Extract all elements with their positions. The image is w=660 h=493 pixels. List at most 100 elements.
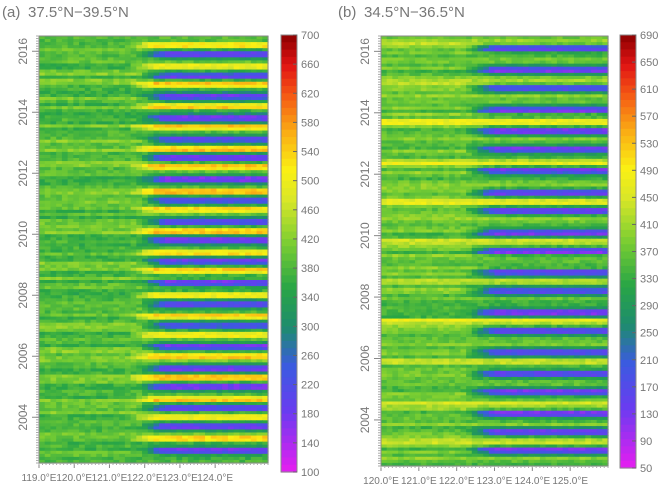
heatmap-cell [205,319,212,324]
heatmap-cell [61,212,69,217]
heatmap-cell [56,228,63,232]
heatmap-cell [159,191,166,196]
heatmap-cell [79,42,86,46]
heatmap-cell [61,203,69,208]
heatmap-cell [210,97,218,101]
heatmap-cell [205,45,212,49]
heatmap-cell [227,78,235,83]
panel-a: (a) 37.5°N−39.5°N 119.0°E 120.0°E 121.0°E 1… [2,4,319,484]
heatmap-cell [176,295,183,299]
heatmap-cell [205,78,212,83]
heatmap-cell [136,206,143,211]
heatmap-cell [193,231,200,235]
heatmap-cell [147,164,155,168]
heatmap-cell [262,106,269,110]
heatmap-cell [73,280,80,284]
heatmap-cell [50,273,57,278]
heatmap-cell [142,243,149,248]
heatmap-cell [227,307,235,312]
heatmap-cell [50,78,57,83]
heatmap-cell [159,130,166,135]
heatmap-cell [56,322,63,327]
heatmap-cell [56,261,63,266]
heatmap-cell [216,161,223,165]
heatmap-cell [73,255,80,260]
heatmap-cell [124,283,132,287]
heatmap-cell [227,167,235,171]
heatmap-cell [73,197,80,202]
heatmap-cell [90,42,97,46]
heatmap-cell [245,127,252,132]
heatmap-cell [159,240,166,244]
heatmap-cell [107,267,115,272]
heatmap-cell [44,267,52,272]
heatmap-cell [182,283,189,287]
heatmap-cell [67,255,74,260]
heatmap-cell [119,124,126,129]
heatmap-cell [79,188,86,193]
heatmap-cell [67,179,74,183]
heatmap-cell [79,270,86,275]
heatmap-cell [130,225,137,229]
heatmap-cell [250,84,258,89]
heatmap-cell [205,231,212,235]
heatmap-cell [170,139,177,144]
heatmap-cell [56,301,63,305]
heatmap-cell [84,252,92,257]
heatmap-cell [107,100,115,104]
heatmap-cell [44,93,52,98]
heatmap-cell [142,51,149,55]
heatmap-cell [113,124,120,129]
heatmap-cell [182,112,189,116]
heatmap-cell [96,215,103,220]
heatmap-cell [50,158,57,162]
heatmap-cell [164,66,172,71]
heatmap-cell [84,200,92,205]
heatmap-cell [210,57,218,61]
heatmap-cell [96,66,103,71]
heatmap-cell [101,225,109,229]
heatmap-cell [113,298,120,302]
heatmap-cell [210,331,218,336]
heatmap-cell [250,228,258,232]
heatmap-cell [119,197,126,202]
heatmap-cell [239,158,246,162]
heatmap-cell [193,161,200,165]
heatmap-cell [159,136,166,141]
heatmap-cell [113,252,120,257]
heatmap-cell [67,280,74,284]
heatmap-cell [136,212,143,217]
heatmap-cell [256,188,263,193]
heatmap-cell [67,225,74,229]
heatmap-cell [187,334,195,339]
heatmap-cell [50,42,57,46]
heatmap-cell [182,72,189,77]
heatmap-cell [136,197,143,202]
heatmap-cell [233,231,240,235]
heatmap-cell [182,100,189,104]
heatmap-cell [256,154,263,159]
heatmap-cell [124,246,132,251]
heatmap-cell [44,325,52,330]
heatmap-cell [119,322,126,327]
heatmap-cell [239,87,246,92]
heatmap-cell [245,78,252,83]
heatmap-cell [61,264,69,269]
heatmap-cell [227,228,235,232]
heatmap-cell [199,176,206,180]
heatmap-cell [216,130,223,135]
heatmap-cell [170,222,177,226]
heatmap-cell [227,57,235,61]
heatmap-cell [250,161,258,165]
heatmap-cell [193,87,200,92]
heatmap-cell [250,42,258,46]
heatmap-cell [107,72,115,77]
heatmap-cell [130,215,137,220]
heatmap-cell [205,179,212,183]
heatmap-cell [256,130,263,135]
heatmap-cell [199,130,206,135]
heatmap-cell [256,249,263,254]
heatmap-cell [159,161,166,165]
heatmap-cell [250,39,258,43]
heatmap-cell [245,286,252,290]
